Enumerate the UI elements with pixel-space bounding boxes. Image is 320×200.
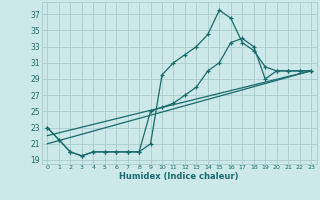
X-axis label: Humidex (Indice chaleur): Humidex (Indice chaleur) (119, 172, 239, 181)
